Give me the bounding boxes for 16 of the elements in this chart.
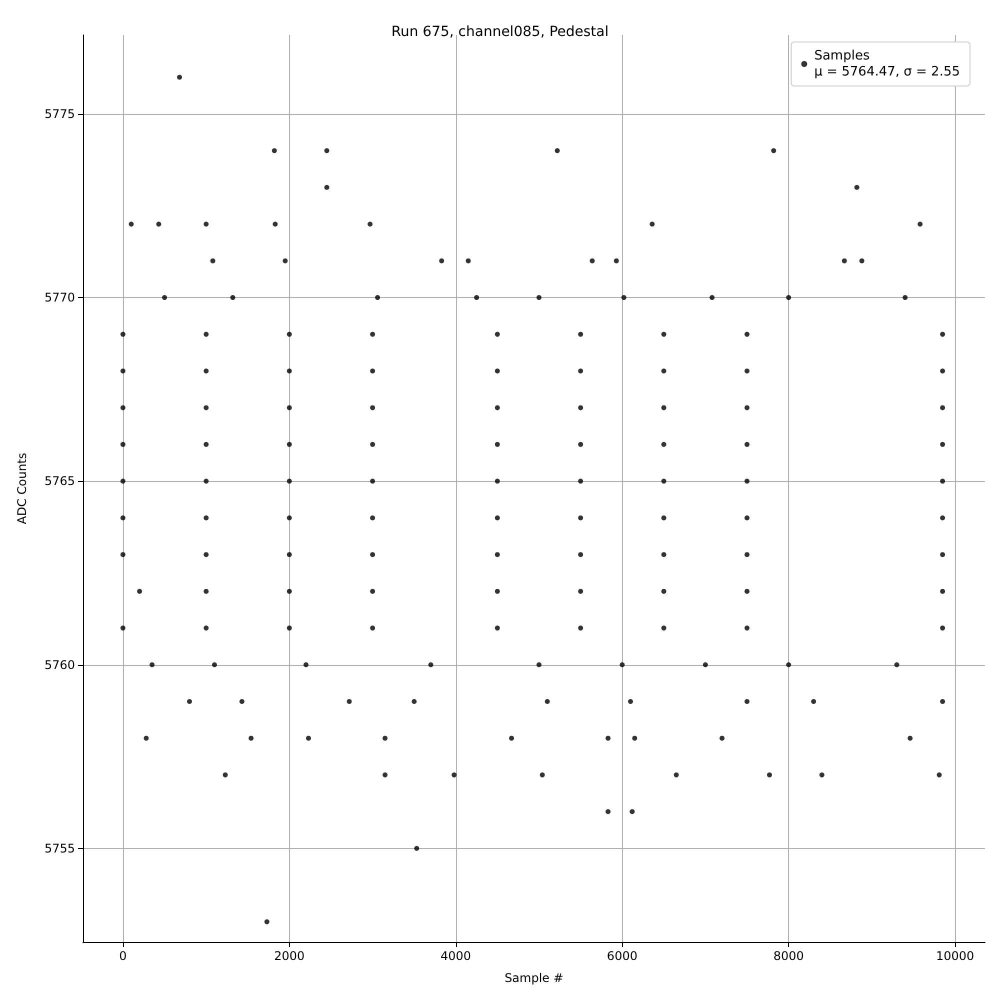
y-tick-label: 5755	[44, 841, 75, 856]
x-tick-label: 6000	[606, 949, 638, 963]
y-tick-label: 5770	[44, 290, 75, 305]
x-tick-label: 4000	[440, 949, 472, 963]
x-tick-label: 2000	[274, 949, 305, 963]
x-tick-label: 8000	[773, 949, 804, 963]
y-tick-label: 5775	[44, 106, 75, 121]
x-tick-label: 10000	[936, 949, 974, 963]
y-tick-label: 5765	[44, 474, 75, 488]
x-tick-label: 0	[119, 949, 127, 963]
annotation: μ = 5764.47, σ = 2.55	[814, 64, 960, 80]
y-tick-label: 5760	[44, 658, 75, 672]
y-axis-title: ADC Counts	[15, 452, 29, 524]
legend-label: Samples	[814, 48, 870, 64]
chart-title: Run 675, channel085, Pedestal	[391, 24, 609, 40]
x-axis-title: Sample #	[504, 971, 564, 985]
